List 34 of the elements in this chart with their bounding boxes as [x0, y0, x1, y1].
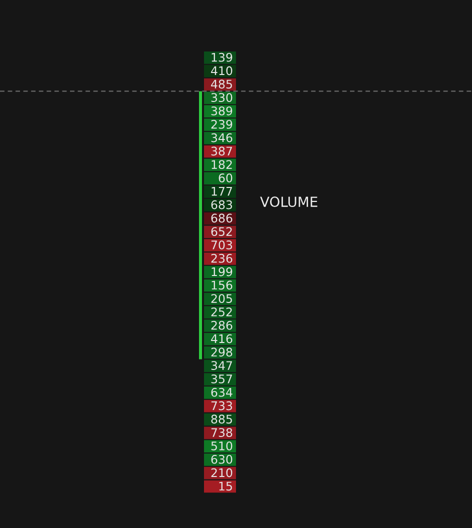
- data-label: 139: [212, 52, 232, 62]
- data-label: 738: [211, 428, 232, 437]
- data-label: 210: [211, 468, 232, 478]
- data-label: 298: [211, 348, 232, 357]
- data-label: 357: [211, 374, 232, 384]
- data-label: 182: [212, 160, 232, 169]
- data-label: 389: [211, 106, 232, 116]
- data-label: 205: [211, 294, 232, 303]
- data-label: 239: [211, 120, 232, 129]
- data-label: 885: [211, 414, 232, 424]
- data-label: 177: [212, 187, 232, 196]
- data-label: 156: [212, 280, 232, 290]
- data-label: 634: [211, 388, 232, 397]
- data-label: 652: [211, 227, 232, 236]
- data-label: 733: [211, 401, 232, 410]
- data-label: 346: [211, 133, 232, 142]
- data-label: 236: [211, 254, 232, 263]
- data-label: 252: [211, 307, 232, 316]
- data-label: 60: [218, 173, 232, 182]
- data-label: 686: [211, 214, 232, 223]
- data-label: 510: [211, 441, 232, 450]
- text: VOLUME: [260, 196, 318, 208]
- data-label: 15: [219, 482, 232, 491]
- data-label: 703: [211, 240, 232, 250]
- data-label: 199: [212, 267, 232, 276]
- data-label: 286: [211, 320, 232, 330]
- data-label: 330: [211, 93, 232, 102]
- data-label: 416: [211, 334, 232, 344]
- data-label: 485: [211, 80, 232, 89]
- data-label: 683: [211, 200, 232, 210]
- data-label: 387: [211, 146, 232, 156]
- data-label: 410: [211, 66, 232, 76]
- data-label: 347: [211, 361, 232, 370]
- data-label: 630: [211, 454, 232, 464]
